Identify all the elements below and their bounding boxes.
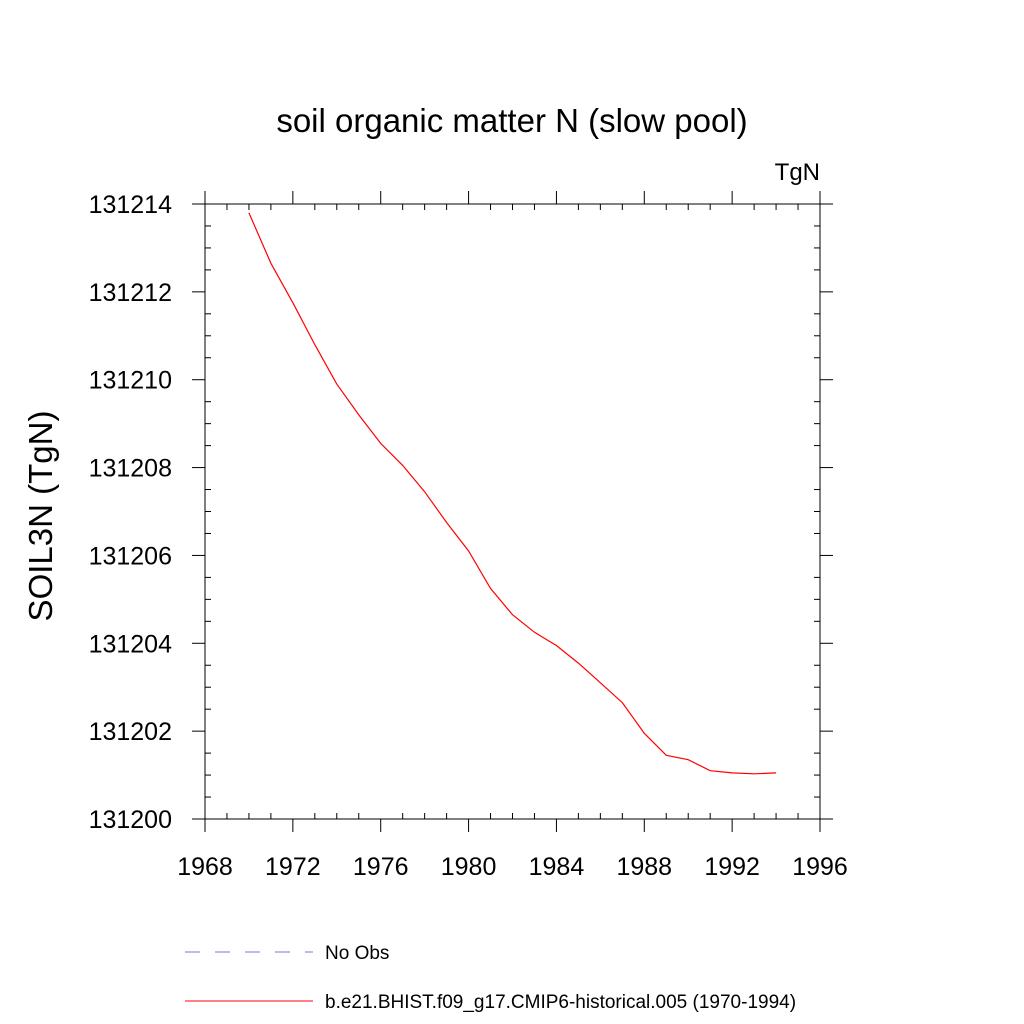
x-tick-label: 1972 [265, 853, 321, 881]
x-tick-label: 1996 [792, 853, 848, 881]
y-tick-label: 131214 [89, 191, 173, 219]
y-tick-label: 131204 [89, 630, 173, 658]
series-line [248, 212, 777, 775]
y-axis-label: SOIL3N (TgN) [22, 411, 59, 622]
y-tick-label: 131208 [89, 455, 172, 483]
legend: No Obs b.e21.BHIST.f09_g17.CMIP6-histori… [185, 943, 796, 1013]
x-tick-label: 1968 [177, 853, 233, 881]
y-tick-label: 131206 [89, 542, 172, 570]
x-tick-label: 1984 [529, 853, 585, 881]
y-tick-label: 131202 [89, 718, 172, 746]
y-tick-label: 131212 [89, 279, 172, 307]
x-tick-label: 1988 [616, 853, 672, 881]
series-layer [248, 212, 777, 775]
x-tick-label: 1980 [441, 853, 497, 881]
legend-label-historical: b.e21.BHIST.f09_g17.CMIP6-historical.005… [325, 992, 796, 1013]
x-tick-label: 1992 [704, 853, 760, 881]
y-tick-label: 131200 [89, 806, 172, 834]
axis-ticks [192, 191, 833, 832]
legend-label-no-obs: No Obs [325, 943, 389, 964]
chart-title: soil organic matter N (slow pool) [276, 102, 747, 139]
axis-tick-labels: 1968 1972 1976 1980 1984 1988 1992 1996 131200 13… [89, 191, 848, 881]
y-tick-label: 131210 [89, 367, 172, 395]
plot-frame [204, 203, 821, 820]
units-label: TgN [775, 159, 820, 186]
x-tick-label: 1976 [353, 853, 409, 881]
